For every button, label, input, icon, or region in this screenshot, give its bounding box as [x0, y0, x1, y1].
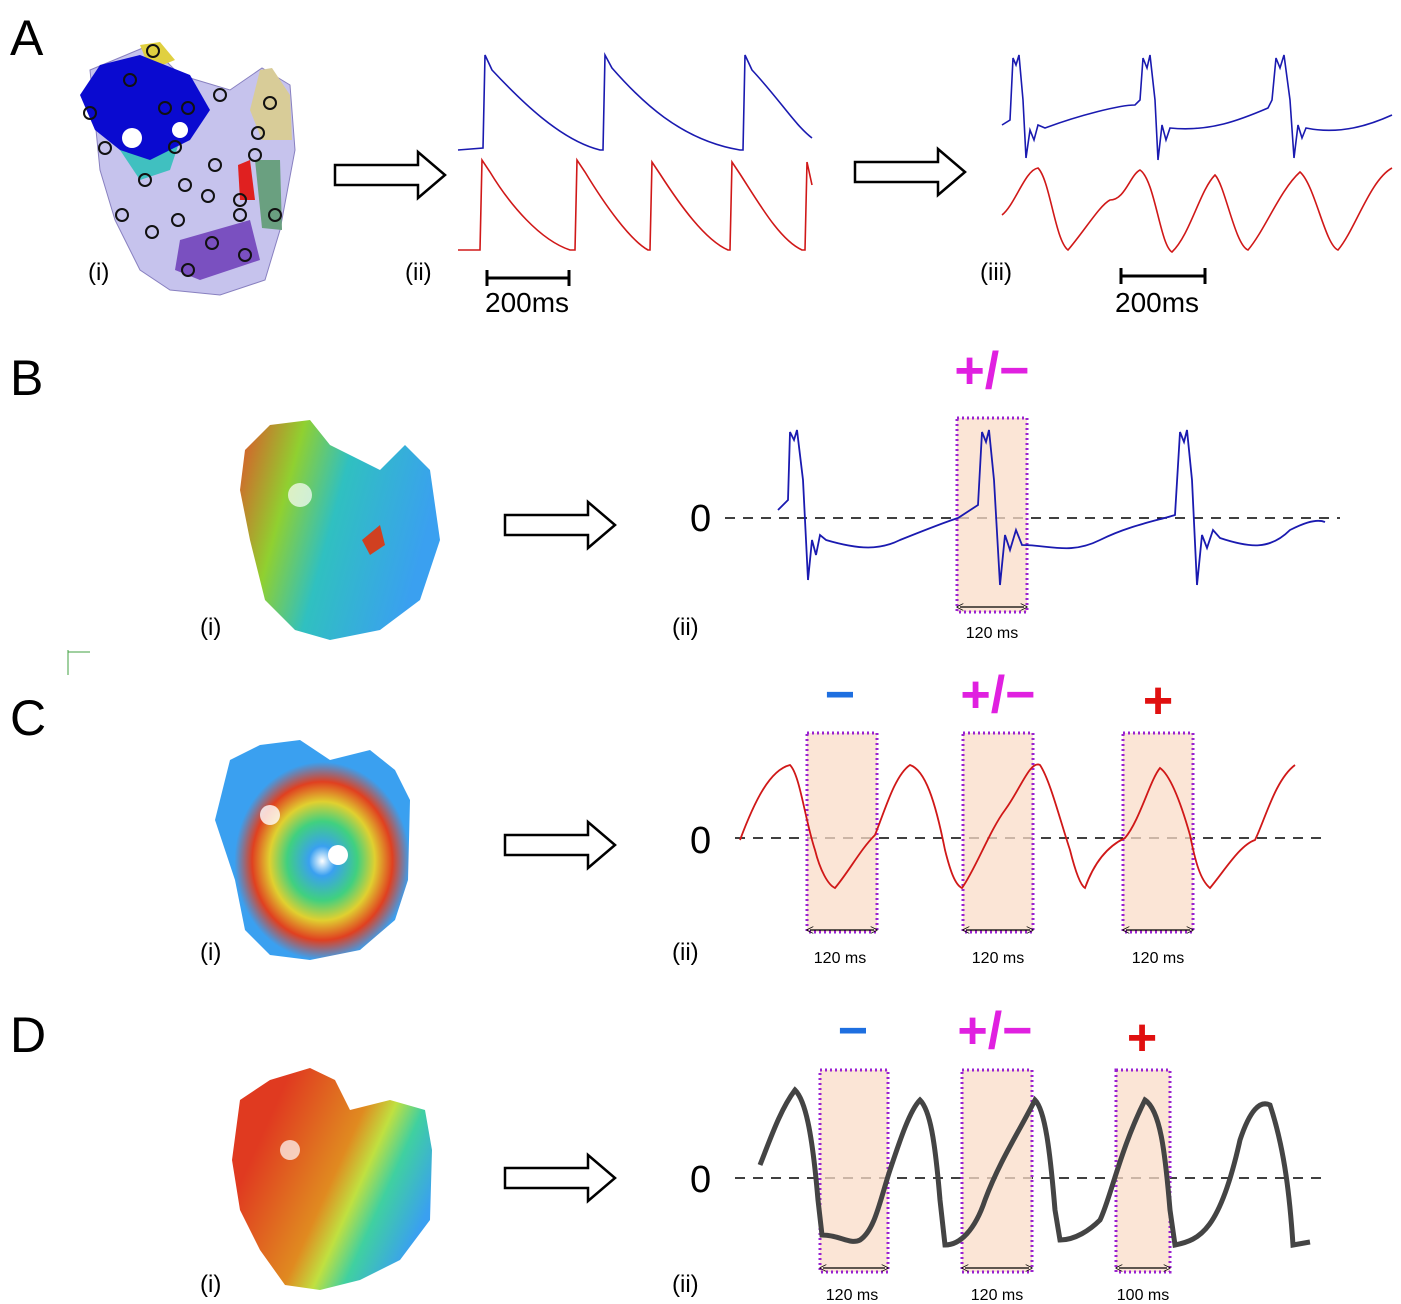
arrow	[855, 149, 965, 195]
sign: −	[838, 1002, 868, 1060]
trace	[458, 55, 812, 150]
duration-label: 120 ms	[966, 625, 1018, 642]
sublabel: (i)	[200, 1271, 221, 1298]
panel-label: B	[10, 350, 43, 406]
sublabel: (i)	[88, 259, 109, 286]
duration-label: 120 ms	[814, 950, 866, 967]
heart-detail	[260, 805, 280, 825]
heart-map	[215, 740, 410, 960]
sublabel: (i)	[200, 939, 221, 966]
panel-label: C	[10, 690, 46, 746]
duration-label: 120 ms	[971, 1287, 1023, 1304]
panel-label: D	[10, 1007, 46, 1063]
heart-map	[232, 1068, 432, 1290]
arrow	[505, 502, 615, 548]
sublabel: (i)	[200, 614, 221, 641]
window	[807, 733, 877, 932]
heart-map	[240, 420, 440, 640]
sign: +/−	[954, 342, 1029, 400]
sublabel: (ii)	[405, 259, 432, 286]
axis-icon	[68, 650, 90, 675]
window	[963, 733, 1033, 932]
trace	[458, 160, 812, 250]
arrow	[505, 1155, 615, 1201]
scale-bar-label: 200ms	[1115, 287, 1199, 318]
heart-detail	[328, 845, 348, 865]
scale-bar-label: 200ms	[485, 287, 569, 318]
zero-label: 0	[690, 498, 711, 540]
zero-label: 0	[690, 1159, 711, 1201]
duration-label: 120 ms	[972, 950, 1024, 967]
heart-detail	[280, 1140, 300, 1160]
heart-geometry	[80, 42, 295, 295]
window	[957, 418, 1027, 612]
sign: +	[1143, 672, 1173, 730]
window	[1123, 733, 1193, 932]
duration-label: 120 ms	[1132, 950, 1184, 967]
zero-label: 0	[690, 820, 711, 862]
sign: +/−	[957, 1002, 1032, 1060]
sublabel: (ii)	[672, 614, 699, 641]
sublabel: (ii)	[672, 1271, 699, 1298]
trace	[778, 430, 1325, 585]
sign: +/−	[960, 666, 1035, 724]
scale-bar	[487, 270, 569, 286]
scale-bar	[1121, 268, 1205, 284]
trace	[1002, 55, 1392, 160]
sign: +	[1127, 1009, 1157, 1067]
arrow	[505, 822, 615, 868]
heart-detail	[288, 483, 312, 507]
sublabel: (iii)	[980, 259, 1012, 286]
panel-label: A	[10, 10, 44, 66]
duration-label: 120 ms	[826, 1287, 878, 1304]
arrow	[335, 152, 445, 198]
trace	[1002, 168, 1392, 252]
duration-label: 100 ms	[1117, 1287, 1169, 1304]
sublabel: (ii)	[672, 939, 699, 966]
sign: −	[825, 666, 855, 724]
figure: A (i) (ii) 200ms (iii) 200ms B (i) 0 120…	[0, 0, 1401, 1304]
